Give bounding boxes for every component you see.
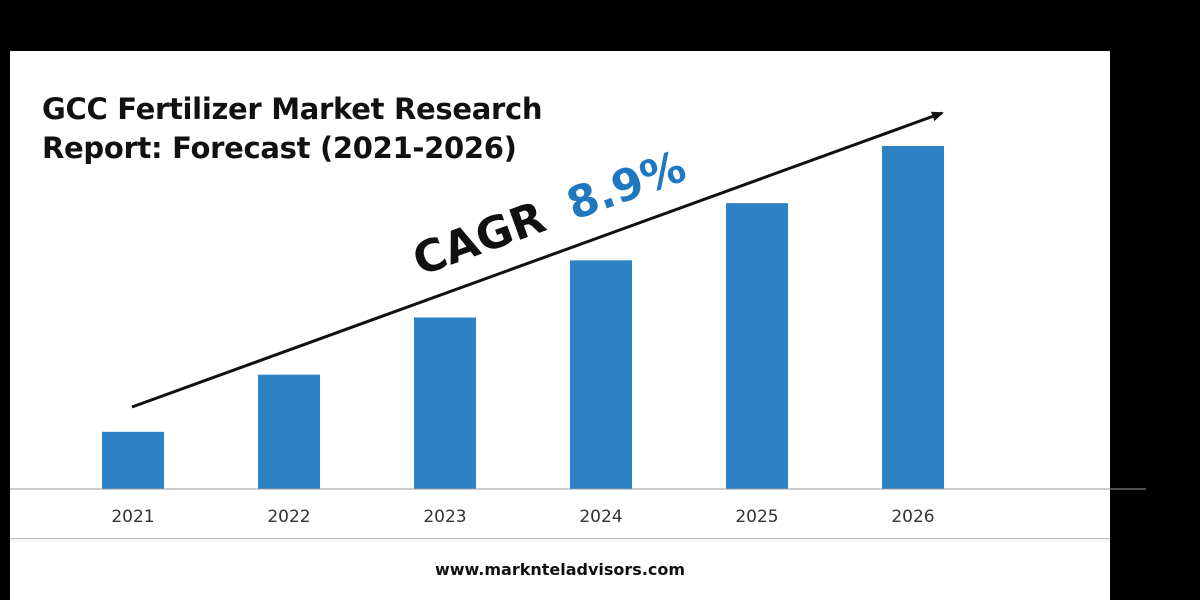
bar-2022 [258, 374, 320, 489]
bar-2026 [882, 146, 944, 489]
x-tick-label-2024: 2024 [579, 507, 622, 527]
bars-group [102, 146, 944, 489]
trend-arrow [131, 111, 944, 409]
chart-title: GCC Fertilizer Market Research Report: F… [42, 90, 543, 168]
cagr-value: 8.9% [560, 141, 692, 230]
x-tick-label-2026: 2026 [891, 507, 934, 527]
chart-title-line2: Report: Forecast (2021-2026) [42, 131, 517, 165]
x-tick-labels: 2021 2022 2023 2024 2025 2026 [111, 507, 934, 527]
bar-2023 [414, 317, 476, 489]
x-tick-label-2023: 2023 [423, 507, 466, 527]
bottom-divider [10, 538, 1110, 539]
cagr-annotation: CAGR 8.9% [406, 141, 692, 286]
bar-2021 [102, 431, 164, 489]
x-tick-label-2022: 2022 [267, 507, 310, 527]
bar-2024 [570, 260, 632, 489]
x-tick-label-2025: 2025 [735, 507, 778, 527]
website-footer: www.marknteladvisors.com [434, 560, 686, 579]
x-tick-label-2021: 2021 [111, 507, 154, 527]
chart-title-line1: GCC Fertilizer Market Research [42, 92, 543, 126]
cagr-label: CAGR [406, 192, 552, 286]
bar-2025 [726, 203, 788, 489]
